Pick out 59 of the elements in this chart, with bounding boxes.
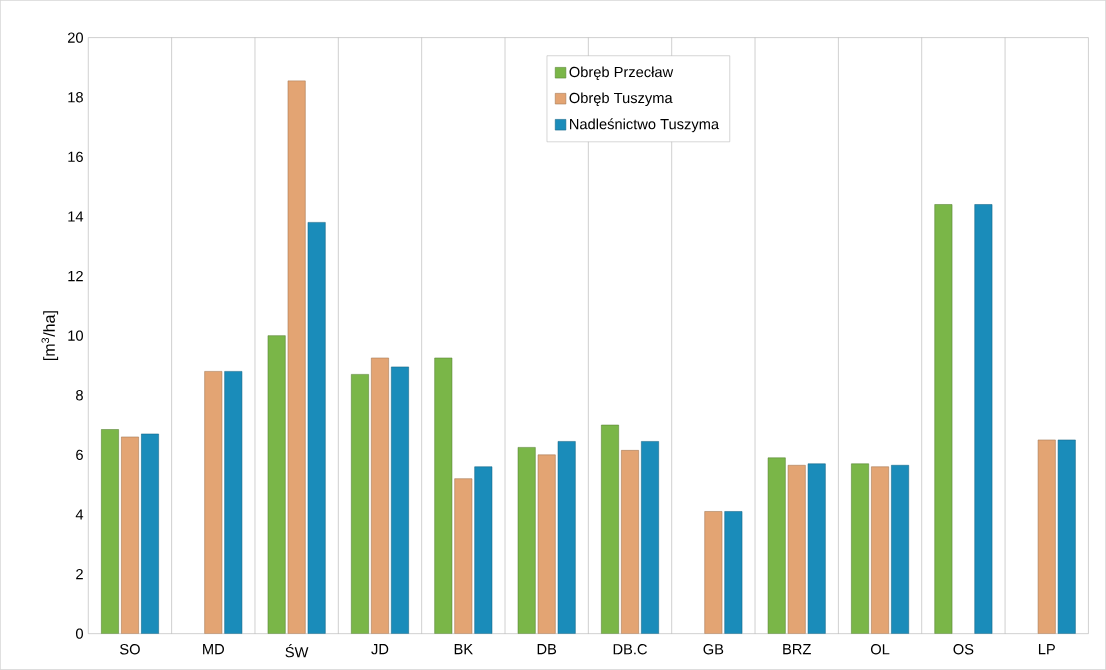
bar: [434, 357, 453, 634]
x-tick-label: BRZ: [783, 644, 811, 655]
bar: [287, 80, 306, 634]
x-tick-label: OS: [953, 644, 974, 655]
bar: [851, 463, 869, 634]
bar: [1057, 439, 1076, 634]
bar: [204, 371, 223, 634]
bar: [517, 447, 536, 634]
legend-label: Obręb Przecław: [569, 66, 674, 81]
x-tick-label: JD: [371, 644, 389, 655]
y-tick-label: 18: [68, 92, 83, 103]
bar: [351, 374, 369, 634]
x-tick-label: DB: [537, 644, 557, 655]
bar: [474, 466, 493, 634]
y-tick-label: 8: [76, 390, 83, 401]
y-tick-label: 20: [67, 32, 83, 43]
y-tick-label: 10: [68, 330, 83, 341]
bar: [371, 357, 389, 634]
y-tick-label: 12: [68, 270, 83, 282]
x-tick-label: BK: [454, 644, 473, 655]
x-tick-label: OL: [870, 644, 890, 655]
bar: [787, 465, 806, 634]
y-tick-label: 16: [68, 151, 83, 163]
bar: [267, 335, 286, 634]
bar: [891, 465, 909, 634]
x-tick-label: MD: [203, 644, 224, 655]
x-tick-label: ŚW: [285, 644, 309, 658]
bar: [307, 222, 326, 634]
bar: [641, 441, 659, 634]
bar: [454, 478, 473, 634]
y-tick-label: 14: [68, 211, 84, 222]
bar: [767, 457, 786, 634]
bar: [601, 424, 619, 634]
bar: [807, 463, 826, 634]
bar: [537, 454, 556, 634]
y-tick-label: 0: [75, 628, 83, 639]
bar: [101, 429, 119, 634]
x-tick-label: GB: [703, 644, 724, 655]
y-axis-title: [m$^{3}$/ha]: [41, 311, 59, 361]
y-tick-label: 2: [76, 568, 83, 580]
bar: [224, 371, 243, 634]
bar: [391, 366, 409, 634]
x-tick-label: LP: [1038, 644, 1055, 655]
legend-label: Obręb Tuszyma: [569, 92, 673, 107]
bar: [557, 441, 576, 634]
bar: [724, 511, 743, 634]
x-tick-label: SO: [120, 644, 140, 655]
bar: [1037, 439, 1056, 634]
bar: [871, 466, 889, 634]
bar: [141, 433, 159, 634]
bar: [934, 204, 953, 634]
y-tick-label: 6: [76, 449, 83, 461]
legend-label: Nadleśnictwo Tuszyma: [570, 118, 720, 133]
bar: [704, 511, 723, 634]
y-tick-label: 4: [75, 509, 84, 520]
bar: [974, 204, 993, 634]
x-tick-label: DB.C: [613, 644, 647, 655]
bar: [621, 450, 639, 634]
bar: [121, 436, 139, 634]
